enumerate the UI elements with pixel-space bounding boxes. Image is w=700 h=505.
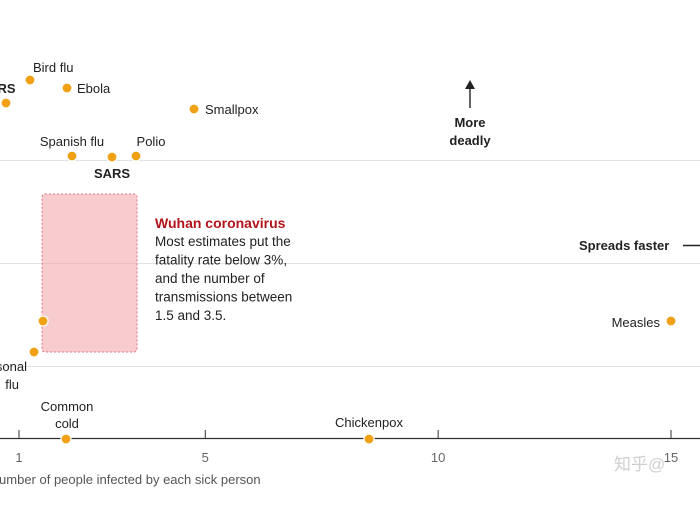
point-bird-flu <box>24 74 36 86</box>
x-axis-title: Average number of people infected by eac… <box>0 472 261 487</box>
point-label-common-cold: cold <box>55 416 79 431</box>
point-label-spanish-flu: Spanish flu <box>40 134 104 149</box>
x-tick-label: 1 <box>15 450 22 465</box>
point-label-chickenpox: Chickenpox <box>335 415 403 430</box>
point-seasonal-flu <box>28 346 40 358</box>
point-ebola <box>61 82 73 94</box>
point-label-sars: SARS <box>94 166 130 181</box>
annotation-line: 1.5 and 3.5. <box>155 308 226 323</box>
point-smallpox <box>188 103 200 115</box>
x-tick-label: 5 <box>202 450 209 465</box>
highlight-region <box>41 193 138 353</box>
point-label-common-cold: Common <box>41 399 94 414</box>
point-sars <box>106 151 118 163</box>
annotation-line: fatality rate below 3%, <box>155 253 287 268</box>
more-deadly-arrow-head <box>465 80 475 89</box>
point-spanish-flu <box>66 150 78 162</box>
point-polio <box>130 150 142 162</box>
point-label-mers: MERS <box>0 81 16 96</box>
point-chickenpox <box>363 433 375 445</box>
annotation-title: Wuhan coronavirus <box>155 215 286 231</box>
point-label-seasonal-flu: flu <box>5 377 19 392</box>
point-common-cold <box>60 433 72 445</box>
point-label-polio: Polio <box>137 134 166 149</box>
x-tick-label: 15 <box>664 450 678 465</box>
point-label-bird-flu: Bird flu <box>33 60 73 75</box>
annotation-line: transmissions between <box>155 290 292 305</box>
x-tick-label: 10 <box>431 450 445 465</box>
more-deadly-label: More <box>454 115 485 130</box>
annotation-line: Most estimates put the <box>155 234 291 249</box>
point-mers <box>0 97 12 109</box>
more-deadly-label: deadly <box>449 133 491 148</box>
point-swine-flu <box>37 315 49 327</box>
point-label-smallpox: Smallpox <box>205 102 259 117</box>
point-label-ebola: Ebola <box>77 81 111 96</box>
annotation-line: and the number of <box>155 271 265 286</box>
watermark-text: 知乎@ <box>614 455 665 474</box>
spreads-faster-label: Spreads faster <box>579 238 669 253</box>
point-measles <box>665 315 677 327</box>
point-label-seasonal-flu: Seasonal <box>0 359 27 374</box>
point-label-measles: Measles <box>612 315 661 330</box>
